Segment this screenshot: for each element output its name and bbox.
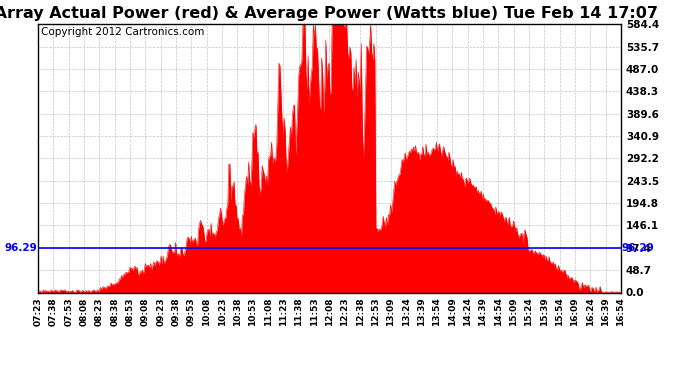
Text: Copyright 2012 Cartronics.com: Copyright 2012 Cartronics.com [41,27,204,37]
Text: East Array Actual Power (red) & Average Power (Watts blue) Tue Feb 14 17:07: East Array Actual Power (red) & Average … [0,6,658,21]
Text: 96.29: 96.29 [4,243,37,254]
Text: 96.29: 96.29 [622,243,654,254]
